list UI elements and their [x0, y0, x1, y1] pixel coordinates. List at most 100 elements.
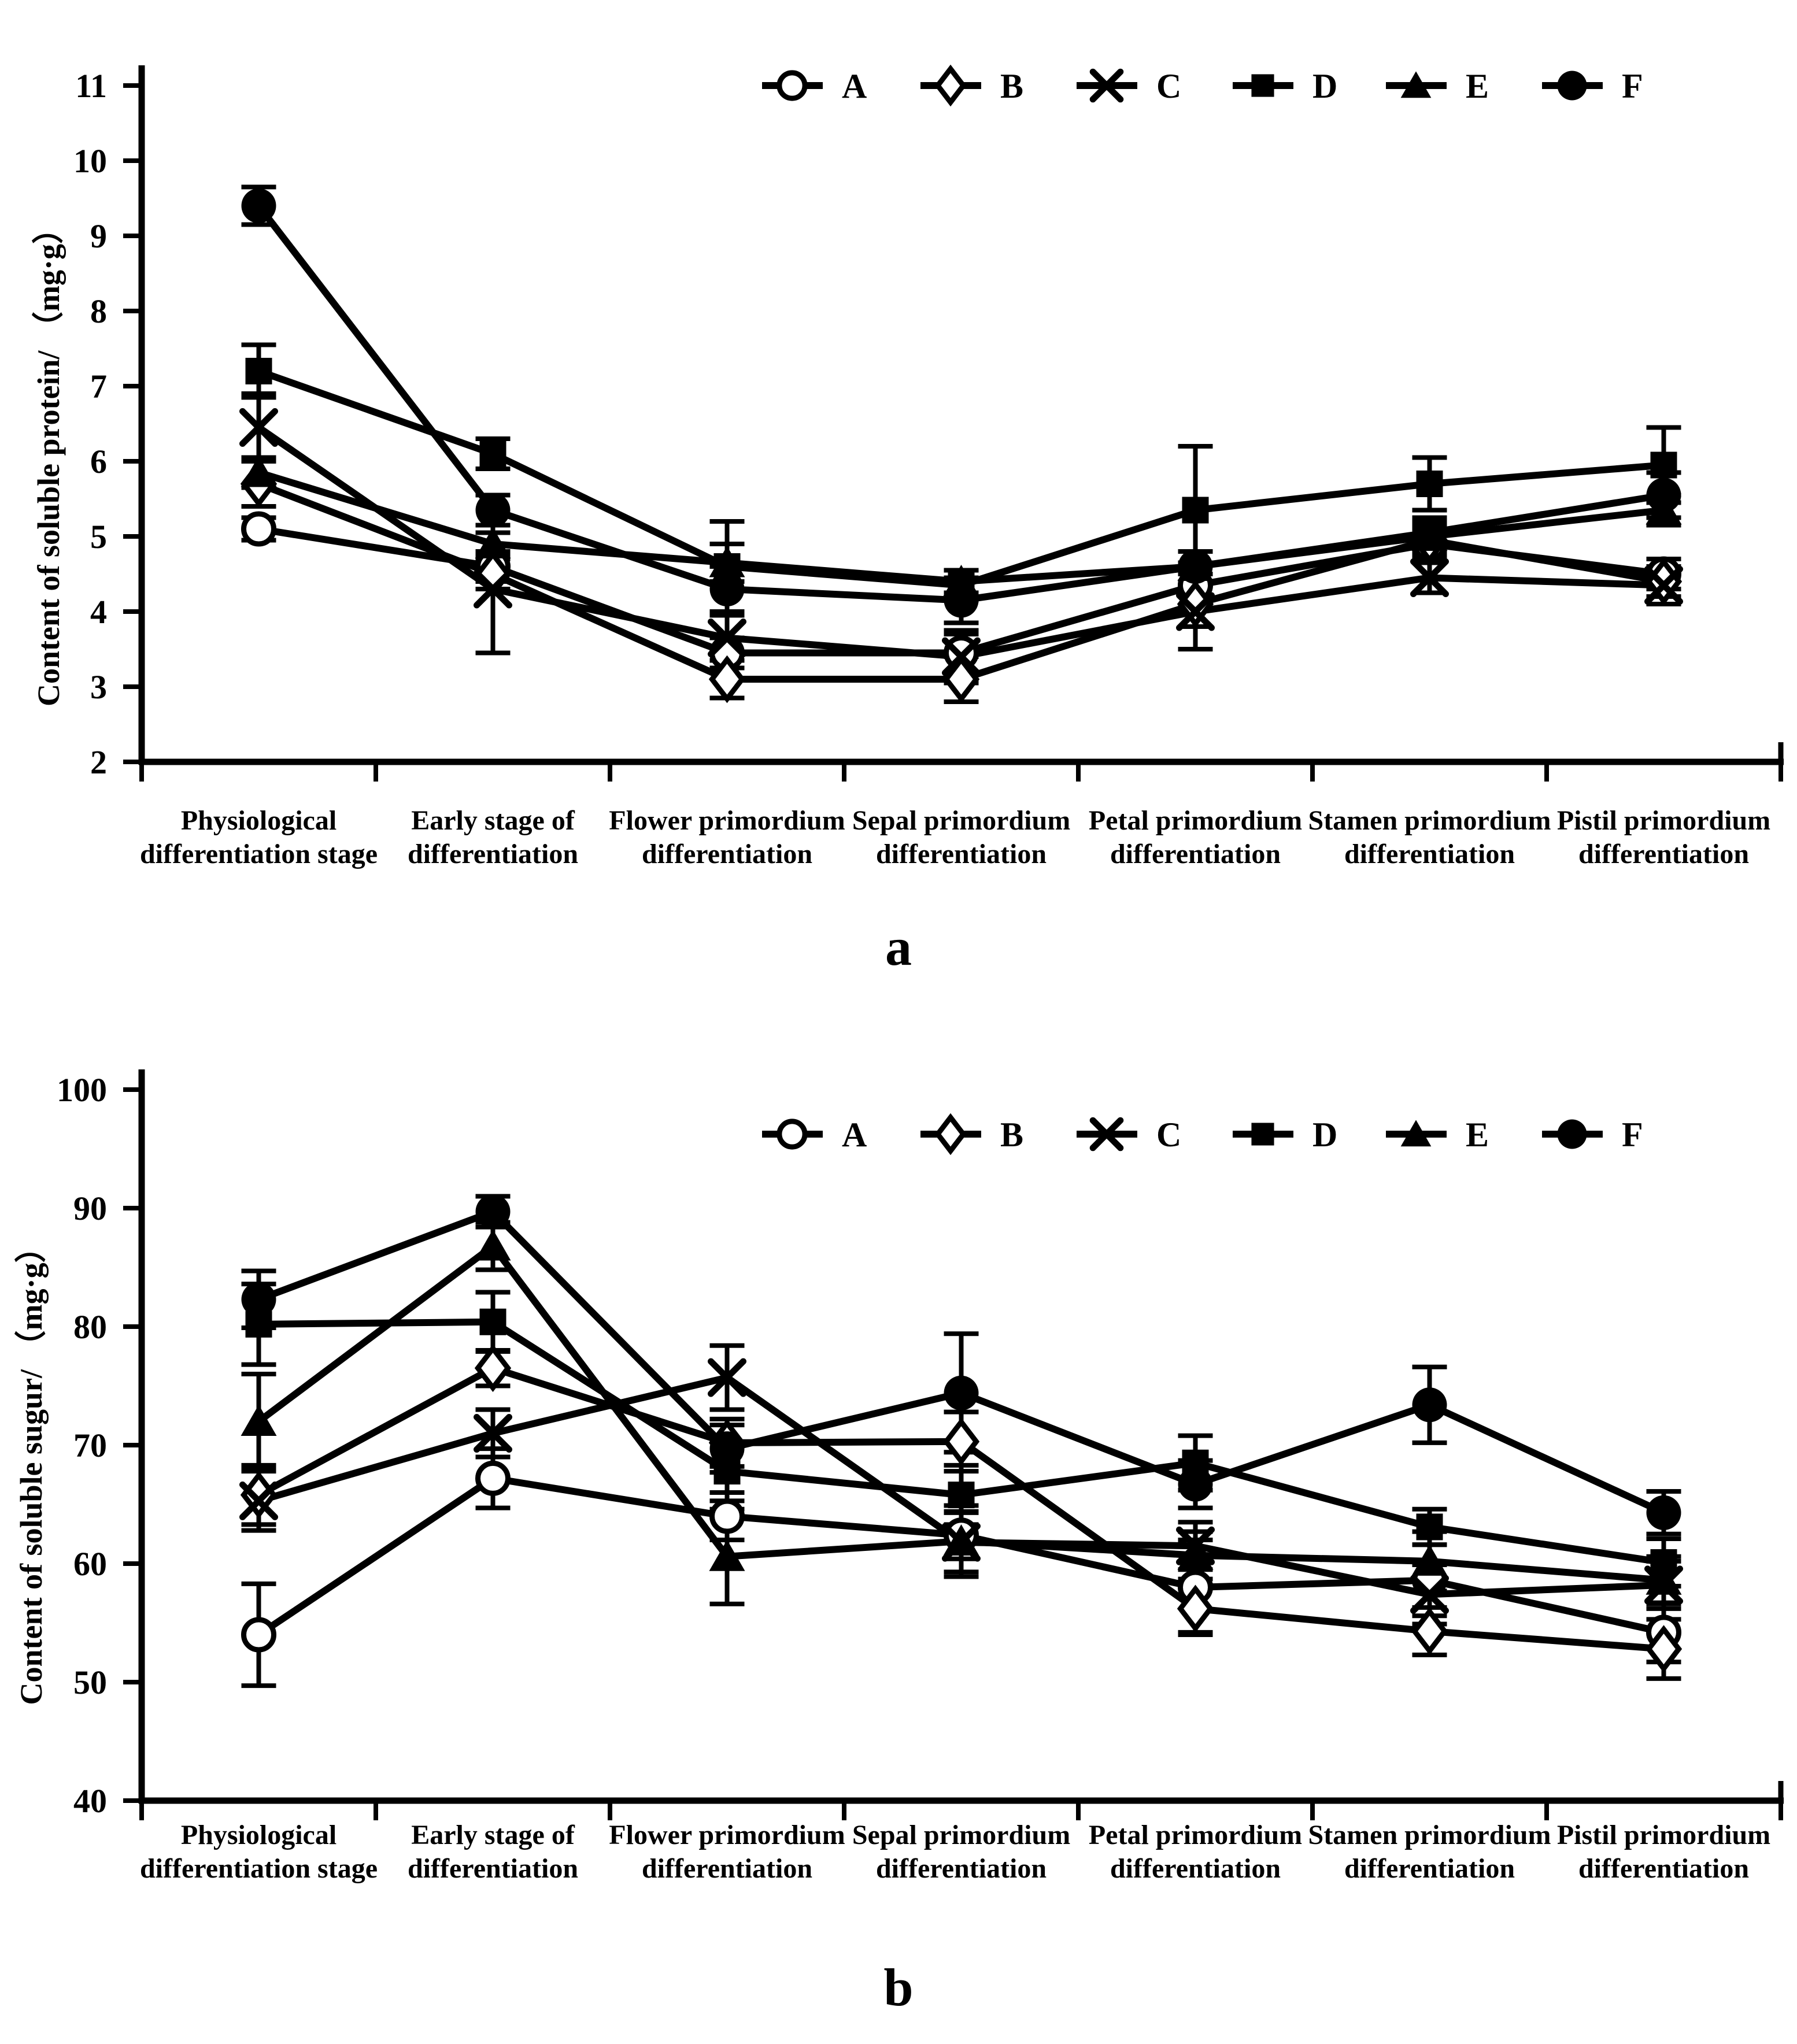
legend-label-F: F: [1622, 1116, 1643, 1154]
triangle-filled-icon: [709, 546, 745, 577]
y-tick-label: 80: [73, 1308, 107, 1346]
diamond-open-icon: [942, 1417, 980, 1466]
circle-filled-icon: [475, 493, 511, 528]
circle-filled-icon: [241, 188, 276, 223]
legend-circle-open-icon: [777, 70, 808, 101]
y-tick-label: 70: [73, 1427, 107, 1464]
x-category-label: differentiation: [642, 1853, 812, 1884]
legend-label-A: A: [842, 67, 867, 105]
circle-filled-icon: [1412, 515, 1447, 550]
x-category-label: Flower primordium: [609, 805, 845, 836]
legend-label-E: E: [1466, 1116, 1489, 1154]
circle-filled-icon: [1178, 1467, 1213, 1502]
legend-label-D: D: [1312, 67, 1337, 105]
triangle-filled-icon: [709, 1539, 745, 1571]
x-category-label: Stamen primordium: [1308, 1820, 1551, 1850]
diamond-open-icon: [942, 655, 980, 703]
y-tick-label: 50: [73, 1664, 107, 1701]
legend-label-B: B: [1000, 1116, 1023, 1154]
legend-label-D: D: [1312, 1116, 1337, 1154]
x-category-label: differentiation stage: [140, 1853, 378, 1884]
square-filled-icon: [1416, 471, 1443, 497]
legend-square-filled-icon: [1251, 1123, 1274, 1146]
x-category-label: differentiation: [1578, 839, 1749, 869]
y-tick-label: 5: [90, 518, 107, 556]
legend-label-E: E: [1466, 67, 1489, 105]
legend-triangle-filled-icon: [1400, 1120, 1432, 1147]
legend-square-filled-icon: [1251, 74, 1274, 97]
y-tick-label: 3: [90, 668, 107, 706]
y-tick-label: 4: [90, 593, 107, 631]
triangle-filled-icon: [241, 1405, 277, 1436]
caption-a: a: [885, 917, 912, 976]
circle-filled-icon: [944, 583, 979, 618]
y-tick-label: 40: [73, 1782, 107, 1820]
x-icon: [708, 619, 746, 657]
x-category-label: Sepal primordium: [852, 1820, 1070, 1850]
circle-filled-icon: [709, 572, 745, 606]
x-category-label: Petal primordium: [1089, 1820, 1302, 1850]
circle-filled-icon: [241, 1282, 276, 1317]
x-category-label: Physiological: [181, 1820, 337, 1850]
diamond-open-icon: [474, 1344, 512, 1393]
square-filled-icon: [245, 358, 272, 384]
square-filled-icon: [479, 1308, 506, 1335]
x-category-label: Petal primordium: [1089, 805, 1302, 836]
y-axis-title: Content of soluble protein/ （mg·g）: [31, 213, 66, 706]
x-category-label: differentiation: [408, 1853, 578, 1884]
x-category-label: differentiation: [876, 1853, 1047, 1884]
circle-filled-icon: [944, 1375, 979, 1410]
y-tick-label: 6: [90, 443, 107, 480]
circle-open-icon: [475, 1460, 511, 1496]
y-axis-title: Content of soluble sugur/ （mg·g）: [14, 1231, 49, 1705]
circle-open-icon: [241, 511, 276, 547]
x-category-label: Physiological: [181, 805, 337, 836]
circle-filled-icon: [1178, 549, 1213, 584]
legend-label-C: C: [1156, 67, 1181, 105]
y-tick-label: 8: [90, 292, 107, 330]
y-tick-label: 11: [75, 67, 107, 105]
x-category-label: differentiation: [1578, 1853, 1749, 1884]
x-category-label: differentiation stage: [140, 839, 378, 869]
legend-circle-filled-icon: [1557, 1119, 1587, 1149]
square-filled-icon: [1416, 1513, 1443, 1541]
x-category-label: differentiation: [1344, 1853, 1515, 1884]
square-filled-icon: [1650, 451, 1677, 479]
circle-filled-icon: [709, 1431, 745, 1467]
circle-open-icon: [709, 1498, 745, 1534]
legend-x-icon: [1089, 68, 1124, 103]
y-tick-label: 9: [90, 217, 107, 255]
circle-filled-icon: [1412, 1387, 1447, 1423]
triangle-filled-icon: [475, 1229, 511, 1261]
diamond-open-icon: [1177, 1584, 1214, 1633]
triangle-filled-icon: [1411, 1544, 1448, 1576]
y-tick-label: 10: [73, 142, 107, 180]
y-tick-label: 7: [90, 368, 107, 405]
legend-circle-filled-icon: [1557, 71, 1587, 101]
x-category-label: Early stage of: [411, 805, 575, 836]
y-tick-label: 100: [57, 1071, 107, 1109]
legend-triangle-filled-icon: [1400, 71, 1432, 98]
legend-label-C: C: [1156, 1116, 1181, 1154]
y-tick-label: 2: [90, 743, 107, 781]
x-icon: [474, 1414, 512, 1453]
circle-filled-icon: [1646, 1495, 1681, 1530]
y-tick-label: 90: [73, 1190, 107, 1227]
x-category-label: Sepal primordium: [852, 805, 1070, 836]
x-icon: [1176, 592, 1215, 631]
legend-diamond-open-icon: [934, 1113, 967, 1156]
soluble-sugar-chart: 100908070605040Physiologicaldifferentiat…: [14, 1069, 1784, 1884]
diamond-open-icon: [708, 655, 746, 703]
y-tick-label: 60: [73, 1545, 107, 1583]
square-filled-icon: [948, 1482, 975, 1509]
x-category-label: Early stage of: [411, 1820, 575, 1850]
diamond-open-icon: [1645, 1625, 1683, 1673]
x-icon: [1410, 558, 1449, 597]
legend-label-A: A: [842, 1116, 867, 1154]
x-icon: [239, 408, 278, 447]
x-icon: [708, 1358, 746, 1397]
x-category-label: differentiation: [1344, 839, 1515, 869]
circle-filled-icon: [1646, 477, 1681, 513]
x-icon: [942, 637, 981, 676]
triangle-filled-icon: [1646, 1563, 1682, 1595]
